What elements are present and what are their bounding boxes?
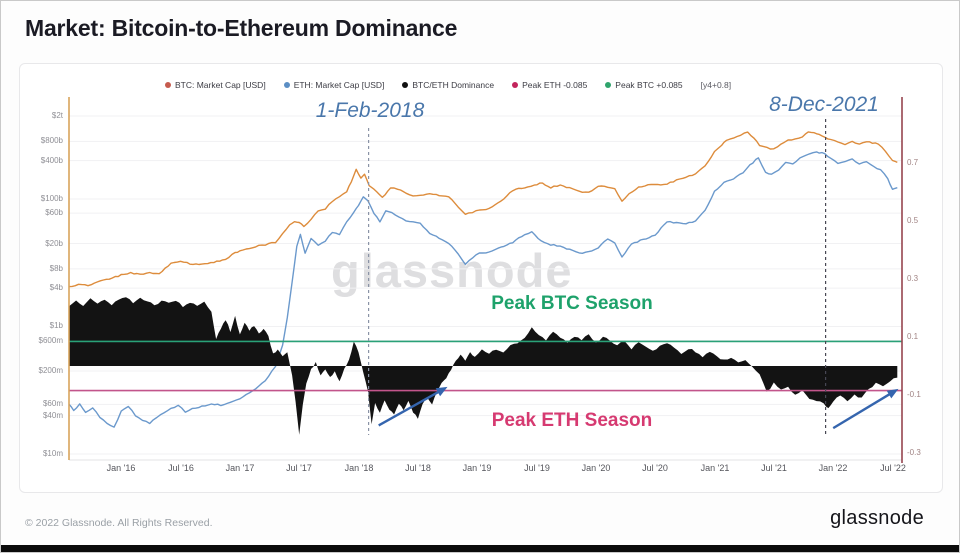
legend-dot-icon <box>402 82 409 88</box>
legend-item-label: Peak ETH -0.085 <box>522 80 588 90</box>
y-left-tick-$20b: $20b <box>45 239 63 248</box>
x-tick-Jul-22: Jul '22 <box>880 463 906 473</box>
x-tick-Jul-17: Jul '17 <box>286 463 312 473</box>
y-right-tick-0.3: 0.3 <box>907 274 919 283</box>
glassnode-logo: glassnode <box>830 507 924 529</box>
legend-item-3[interactable]: Peak ETH -0.085 <box>512 80 587 90</box>
y-left-tick-$10m: $10m <box>42 449 63 458</box>
x-tick-Jan-20: Jan '20 <box>581 463 611 473</box>
x-tick-Jan-22: Jan '22 <box>818 463 848 473</box>
y-left-tick-$60b: $60b <box>45 208 63 217</box>
x-tick-Jul-18: Jul '18 <box>405 463 431 473</box>
x-tick-Jul-20: Jul '20 <box>642 463 668 473</box>
y-left-tick-$200m: $200m <box>38 366 63 375</box>
legend-item-label: Peak BTC +0.085 <box>615 80 683 90</box>
x-tick-Jan-19: Jan '19 <box>462 463 492 473</box>
legend-item-1[interactable]: ETH: Market Cap [USD] <box>283 80 385 90</box>
y-right-tick--0.3: -0.3 <box>907 448 921 457</box>
y-left-tick-$2t: $2t <box>51 111 63 120</box>
annotation-date-dec-2021: 8-Dec-2021 <box>769 93 879 116</box>
legend-item-label: [y4+0.8] <box>700 80 732 90</box>
y-left-tick-$400b: $400b <box>40 156 63 165</box>
legend-item-label: ETH: Market Cap [USD] <box>293 80 385 90</box>
x-tick-Jul-21: Jul '21 <box>761 463 787 473</box>
bottom-bar <box>1 545 959 552</box>
y-right-tick--0.1: -0.1 <box>907 390 921 399</box>
x-tick-Jan-18: Jan '18 <box>344 463 374 473</box>
x-tick-Jan-17: Jan '17 <box>225 463 255 473</box>
y-left-tick-$800b: $800b <box>40 136 63 145</box>
y-left-tick-$8b: $8b <box>49 264 63 273</box>
y-left-tick-$40m: $40m <box>42 411 63 420</box>
copyright-text: © 2022 Glassnode. All Rights Reserved. <box>25 517 213 529</box>
annotation-date-feb-2018: 1-Feb-2018 <box>315 99 425 122</box>
glassnode-watermark: glassnode <box>331 244 573 297</box>
x-tick-Jul-19: Jul '19 <box>524 463 550 473</box>
y-left-tick-$100b: $100b <box>40 194 63 203</box>
peak-eth-season-label: Peak ETH Season <box>491 410 653 431</box>
x-tick-Jan-21: Jan '21 <box>700 463 730 473</box>
legend-dot-icon <box>283 82 290 88</box>
page-title: Market: Bitcoin-to-Ethereum Dominance <box>25 15 458 41</box>
x-tick-Jul-16: Jul '16 <box>168 463 194 473</box>
y-left-tick-$600m: $600m <box>38 336 63 345</box>
legend-item-2[interactable]: BTC/ETH Dominance <box>402 80 494 90</box>
legend-item-0[interactable]: BTC: Market Cap [USD] <box>165 80 266 90</box>
legend-item-5: [y4+0.8] <box>701 80 731 90</box>
x-tick-Jan-16: Jan '16 <box>106 463 136 473</box>
legend-item-label: BTC: Market Cap [USD] <box>175 80 266 90</box>
y-right-tick-0.1: 0.1 <box>907 332 919 341</box>
legend-dot-icon <box>605 82 612 88</box>
legend-item-4[interactable]: Peak BTC +0.085 <box>605 80 683 90</box>
y-left-tick-$60m: $60m <box>42 399 63 408</box>
y-left-tick-$1b: $1b <box>49 321 63 330</box>
y-right-tick-0.5: 0.5 <box>907 216 919 225</box>
legend-dot-icon <box>165 82 171 88</box>
legend-dot-icon <box>512 82 519 88</box>
y-right-tick-0.7: 0.7 <box>907 158 919 167</box>
y-left-tick-$4b: $4b <box>49 283 63 292</box>
legend-item-label: BTC/ETH Dominance <box>412 80 495 90</box>
peak-btc-season-label: Peak BTC Season <box>491 293 653 314</box>
chart-legend: BTC: Market Cap [USD] ETH: Market Cap [US… <box>165 80 731 90</box>
